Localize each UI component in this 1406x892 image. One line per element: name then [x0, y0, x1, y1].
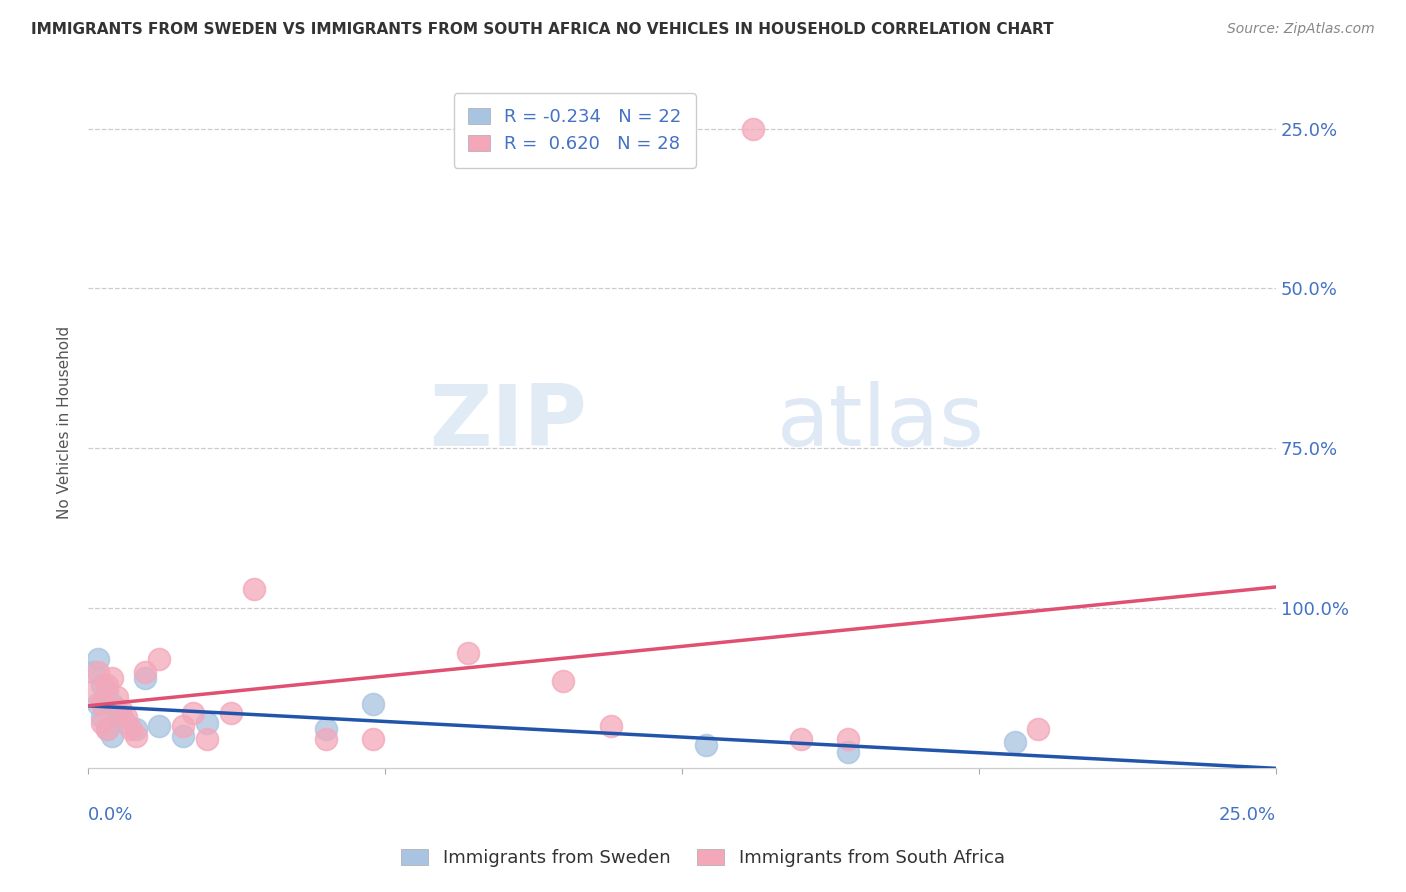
Point	[315, 723, 337, 737]
Point	[120, 723, 142, 737]
Point	[195, 731, 218, 746]
Point	[115, 709, 138, 723]
Point	[96, 723, 118, 737]
Point	[181, 706, 204, 721]
Point	[110, 709, 132, 723]
Point	[195, 715, 218, 730]
Point	[134, 671, 156, 685]
Point	[82, 665, 104, 679]
Point	[105, 703, 128, 717]
Point	[91, 697, 114, 711]
Point	[219, 706, 242, 721]
Text: 0.0%: 0.0%	[89, 805, 134, 823]
Point	[91, 678, 114, 692]
Point	[790, 731, 813, 746]
Point	[124, 723, 146, 737]
Point	[315, 731, 337, 746]
Point	[172, 719, 194, 733]
Text: atlas: atlas	[778, 381, 986, 464]
Point	[742, 121, 765, 136]
Point	[695, 739, 717, 753]
Text: 25.0%: 25.0%	[1219, 805, 1277, 823]
Text: IMMIGRANTS FROM SWEDEN VS IMMIGRANTS FROM SOUTH AFRICA NO VEHICLES IN HOUSEHOLD : IMMIGRANTS FROM SWEDEN VS IMMIGRANTS FRO…	[31, 22, 1053, 37]
Point	[101, 729, 124, 743]
Point	[837, 745, 859, 759]
Point	[96, 678, 118, 692]
Point	[101, 697, 124, 711]
Point	[599, 719, 621, 733]
Point	[361, 697, 384, 711]
Point	[115, 715, 138, 730]
Point	[148, 719, 170, 733]
Point	[86, 665, 108, 679]
Point	[96, 684, 118, 698]
Point	[457, 646, 479, 660]
Point	[105, 690, 128, 705]
Point	[553, 674, 575, 689]
Point	[86, 652, 108, 666]
Point	[243, 582, 266, 596]
Point	[82, 684, 104, 698]
Legend: R = -0.234   N = 22, R =  0.620   N = 28: R = -0.234 N = 22, R = 0.620 N = 28	[454, 94, 696, 168]
Legend: Immigrants from Sweden, Immigrants from South Africa: Immigrants from Sweden, Immigrants from …	[394, 841, 1012, 874]
Point	[96, 723, 118, 737]
Point	[1028, 723, 1050, 737]
Point	[124, 729, 146, 743]
Point	[134, 665, 156, 679]
Text: Source: ZipAtlas.com: Source: ZipAtlas.com	[1227, 22, 1375, 37]
Point	[91, 709, 114, 723]
Point	[172, 729, 194, 743]
Point	[101, 671, 124, 685]
Y-axis label: No Vehicles in Household: No Vehicles in Household	[58, 326, 72, 519]
Point	[837, 731, 859, 746]
Point	[86, 697, 108, 711]
Point	[110, 703, 132, 717]
Point	[1004, 735, 1026, 749]
Text: ZIP: ZIP	[429, 381, 588, 464]
Point	[148, 652, 170, 666]
Point	[91, 715, 114, 730]
Point	[361, 731, 384, 746]
